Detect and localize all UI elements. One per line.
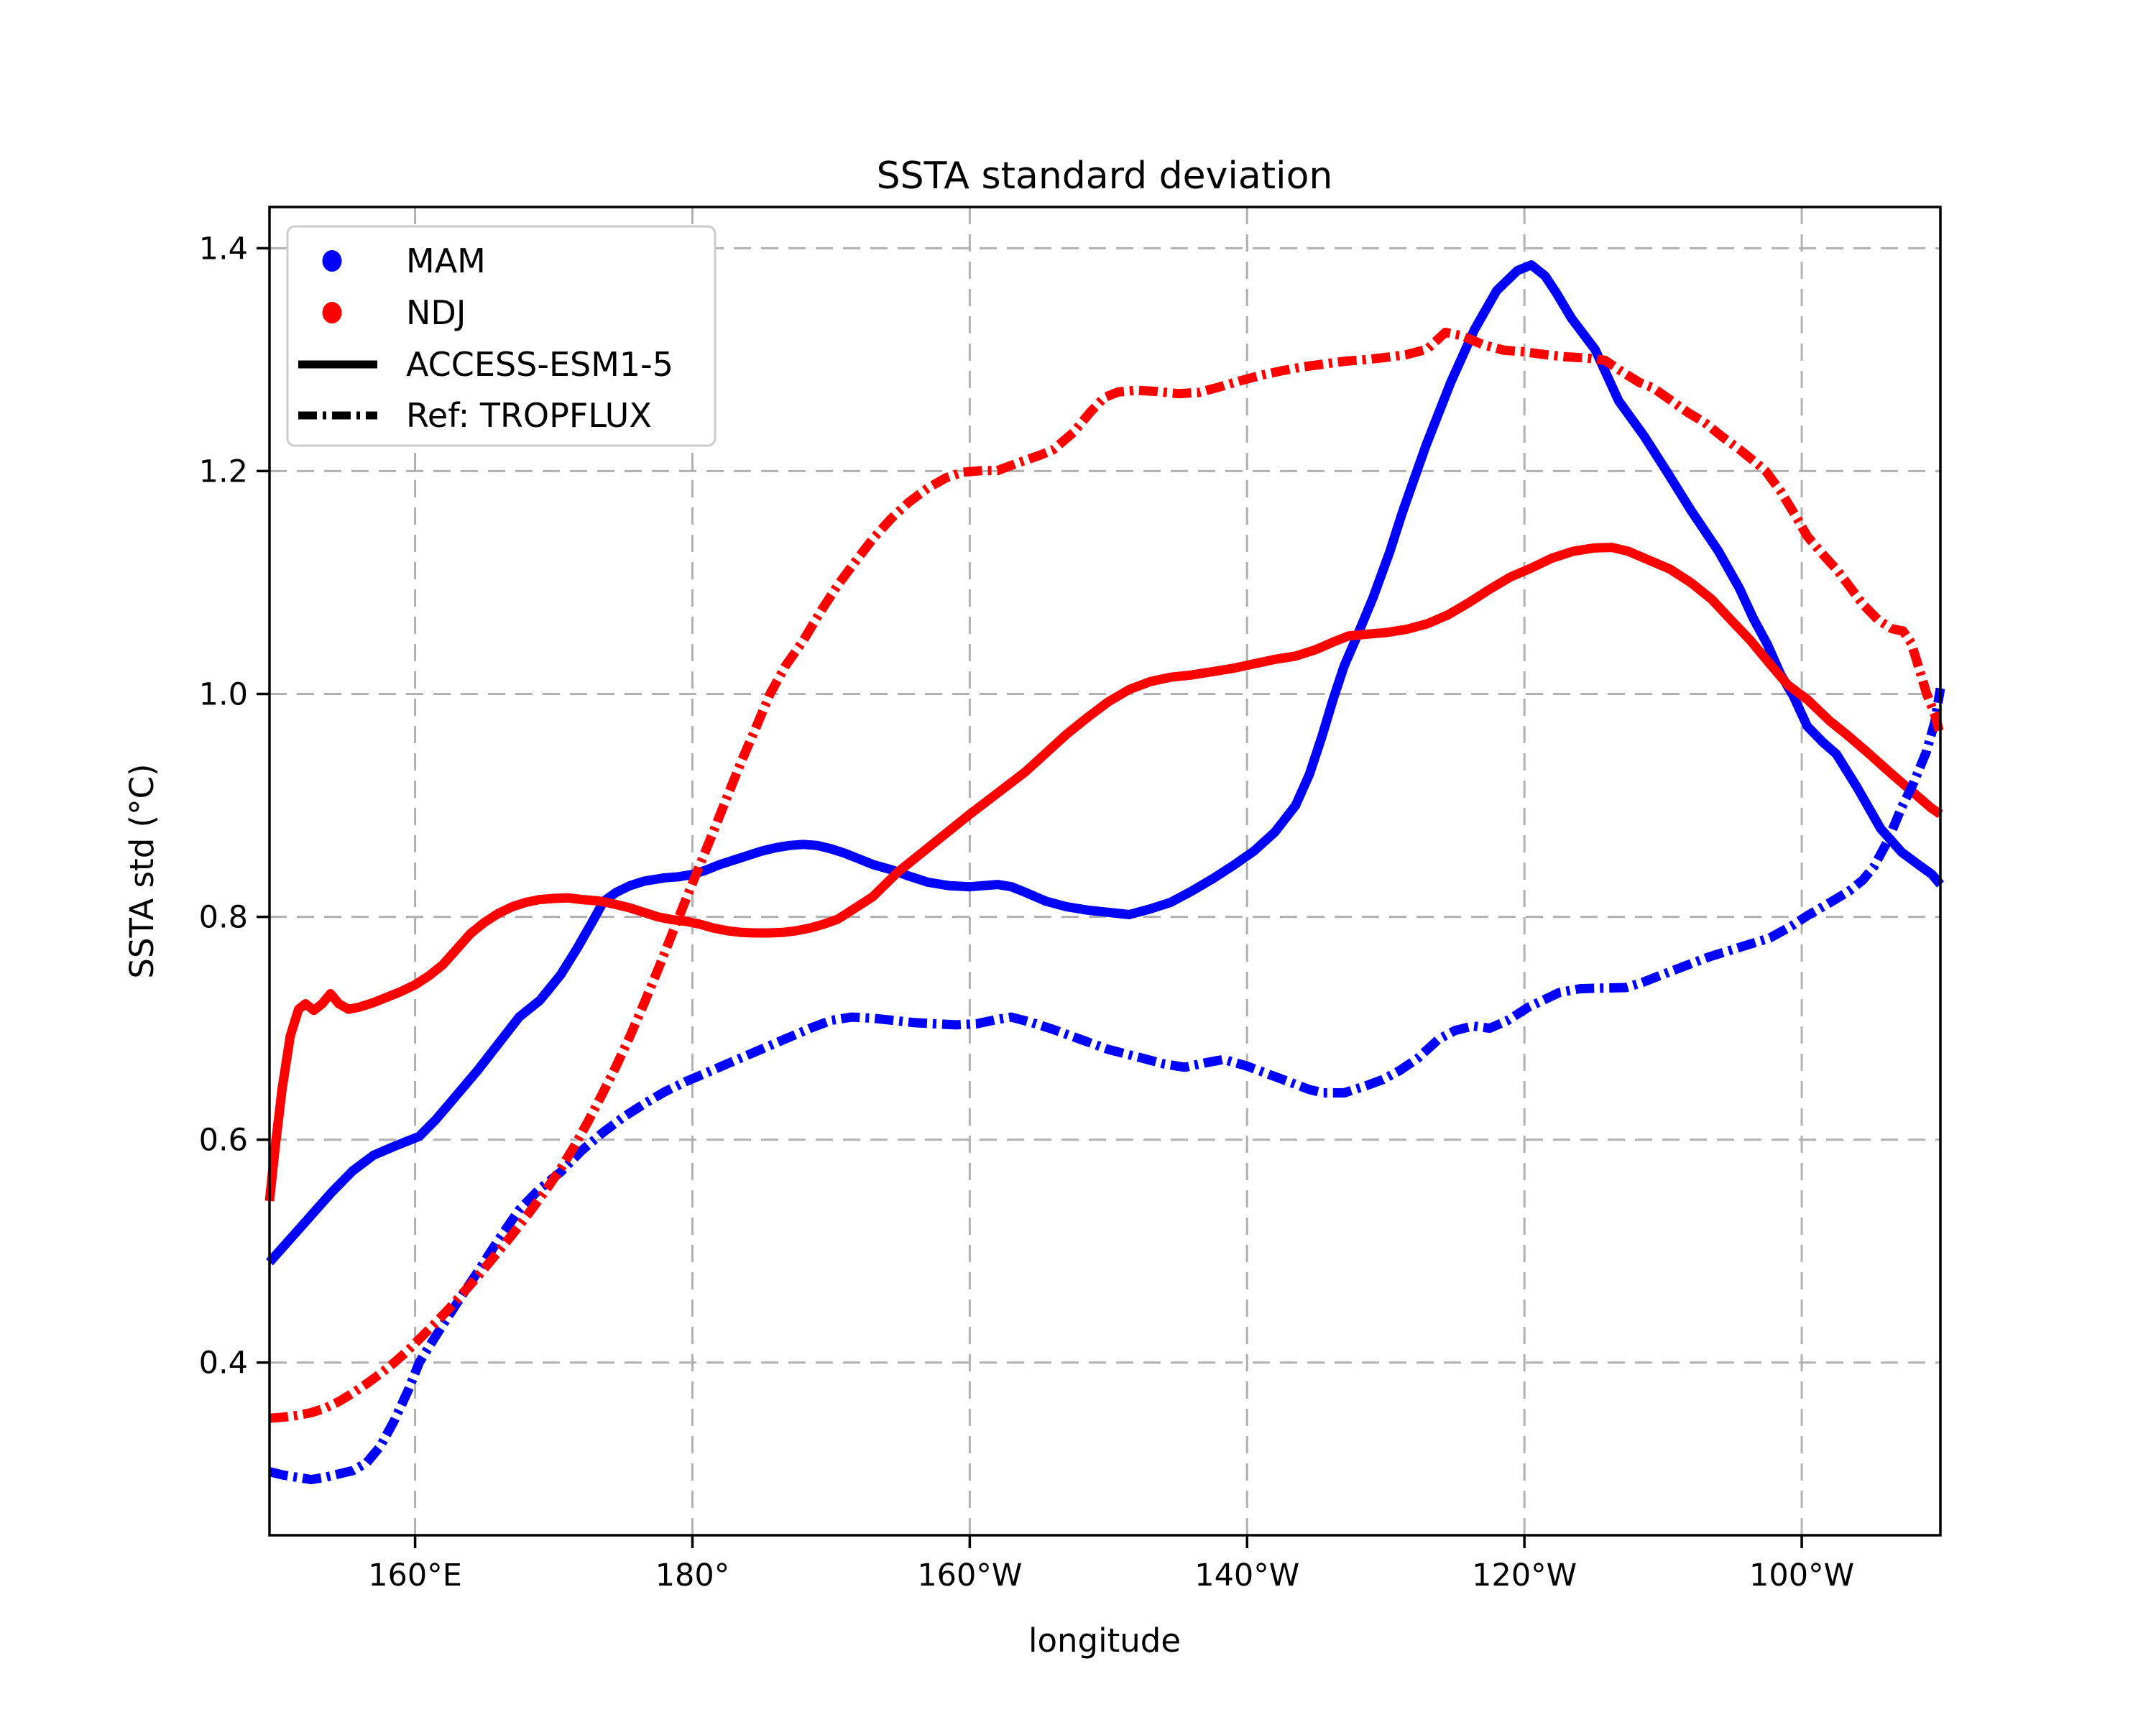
tick-label-layer: 160°E 180° 160°W 140°W 120°W 100°W 0.4 0.6 0.8 1.… <box>199 231 1854 1593</box>
legend-marker-ndj-dot-icon <box>322 302 342 323</box>
y-axis-label: SSTA std (°C) <box>123 763 161 978</box>
series-layer <box>264 260 1945 1484</box>
series-mam-access-esm1-5 <box>266 260 1944 1266</box>
x-tick-label-160-e: 160°E <box>368 1558 462 1593</box>
plot-spines <box>268 206 1942 1537</box>
y-tick-label-1.4: 1.4 <box>199 231 248 267</box>
x-tick-label-180: 180° <box>655 1558 730 1593</box>
legend-label-ndj: NDJ <box>406 293 466 332</box>
axes-layer <box>257 206 1942 1548</box>
legend-label-access-esm1-5: ACCESS-ESM1-5 <box>406 345 673 384</box>
x-tick-label-140-w: 140°W <box>1194 1558 1299 1593</box>
x-axis-label: longitude <box>1028 1622 1181 1660</box>
chart-title: SSTA standard deviation <box>877 155 1333 198</box>
legend-label-ref-tropflux: Ref: TROPFLUX <box>406 396 652 435</box>
series-ndj-access-esm1-5 <box>264 543 1943 1202</box>
x-tick-label-100-w: 100°W <box>1749 1558 1854 1593</box>
legend-box <box>286 225 717 447</box>
legend: MAM NDJ ACCESS-ESM1-5 Ref: TROPFLUX <box>286 225 717 447</box>
y-tick-label-1.0: 1.0 <box>199 676 248 712</box>
x-tick-label-120-w: 120°W <box>1472 1558 1577 1593</box>
y-tick-label-0.6: 0.6 <box>199 1123 248 1159</box>
legend-marker-mam-dot-icon <box>322 250 342 272</box>
series-ndj-ref-tropflux <box>269 327 1945 1423</box>
x-tick-label-160-w: 160°W <box>917 1558 1022 1593</box>
y-tick-label-0.4: 0.4 <box>199 1346 248 1381</box>
y-tick-label-0.8: 0.8 <box>199 900 248 936</box>
legend-label-mam: MAM <box>406 242 486 280</box>
series-mam-ref-tropflux <box>268 687 1945 1484</box>
y-tick-label-1.2: 1.2 <box>199 454 248 489</box>
